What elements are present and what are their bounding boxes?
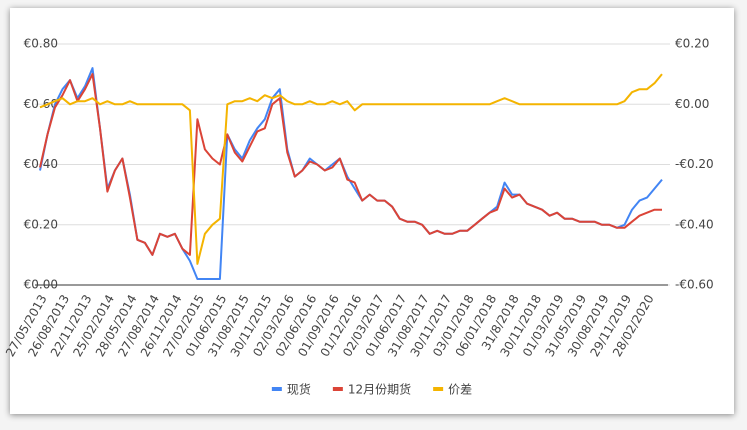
series-line xyxy=(39,73,663,265)
y2-tick-label: €0.00 xyxy=(675,97,709,111)
legend-label: 12月份期货 xyxy=(348,382,411,397)
y-tick-label: €0.20 xyxy=(24,217,58,231)
legend-swatch xyxy=(332,387,343,391)
legend-label: 现货 xyxy=(287,382,311,397)
legend-swatch xyxy=(271,387,282,391)
legend-swatch xyxy=(433,387,444,391)
y2-tick-label: -€0.20 xyxy=(675,157,714,171)
y-tick-label: €0.60 xyxy=(24,97,58,111)
chart-card xyxy=(10,8,734,414)
legend-label: 价差 xyxy=(448,383,472,397)
y2-tick-label: €0.20 xyxy=(675,37,709,51)
y2-tick-label: -€0.60 xyxy=(675,278,714,292)
y-tick-label: €0.00 xyxy=(24,278,58,292)
series-line xyxy=(39,73,662,256)
y2-tick-label: -€0.40 xyxy=(675,217,714,231)
series-line xyxy=(39,67,663,280)
y-tick-label: €0.80 xyxy=(24,37,58,51)
